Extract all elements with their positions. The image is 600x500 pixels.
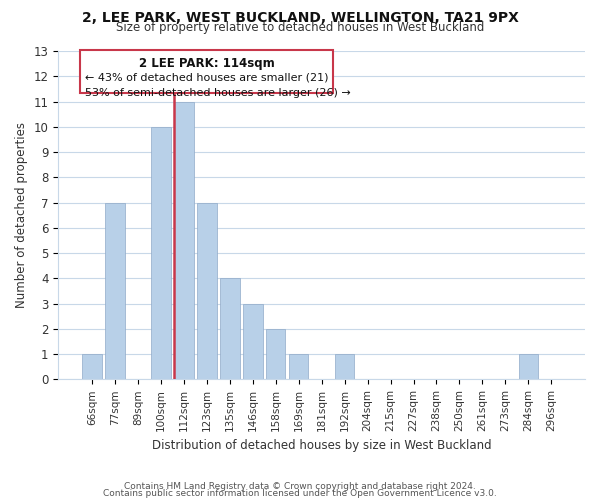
- FancyBboxPatch shape: [80, 50, 333, 92]
- Bar: [243, 304, 263, 380]
- Bar: [197, 202, 217, 380]
- Y-axis label: Number of detached properties: Number of detached properties: [15, 122, 28, 308]
- Bar: [82, 354, 102, 380]
- Text: Contains HM Land Registry data © Crown copyright and database right 2024.: Contains HM Land Registry data © Crown c…: [124, 482, 476, 491]
- Text: Contains public sector information licensed under the Open Government Licence v3: Contains public sector information licen…: [103, 490, 497, 498]
- Bar: [289, 354, 308, 380]
- Bar: [335, 354, 355, 380]
- Text: 53% of semi-detached houses are larger (26) →: 53% of semi-detached houses are larger (…: [85, 88, 351, 98]
- X-axis label: Distribution of detached houses by size in West Buckland: Distribution of detached houses by size …: [152, 440, 491, 452]
- Bar: [151, 127, 170, 380]
- Text: 2, LEE PARK, WEST BUCKLAND, WELLINGTON, TA21 9PX: 2, LEE PARK, WEST BUCKLAND, WELLINGTON, …: [82, 11, 518, 25]
- Text: Size of property relative to detached houses in West Buckland: Size of property relative to detached ho…: [116, 22, 484, 35]
- Text: ← 43% of detached houses are smaller (21): ← 43% of detached houses are smaller (21…: [85, 72, 329, 83]
- Text: 2 LEE PARK: 114sqm: 2 LEE PARK: 114sqm: [139, 57, 275, 70]
- Bar: [105, 202, 125, 380]
- Bar: [266, 329, 286, 380]
- Bar: [518, 354, 538, 380]
- Bar: [220, 278, 239, 380]
- Bar: [174, 102, 194, 380]
